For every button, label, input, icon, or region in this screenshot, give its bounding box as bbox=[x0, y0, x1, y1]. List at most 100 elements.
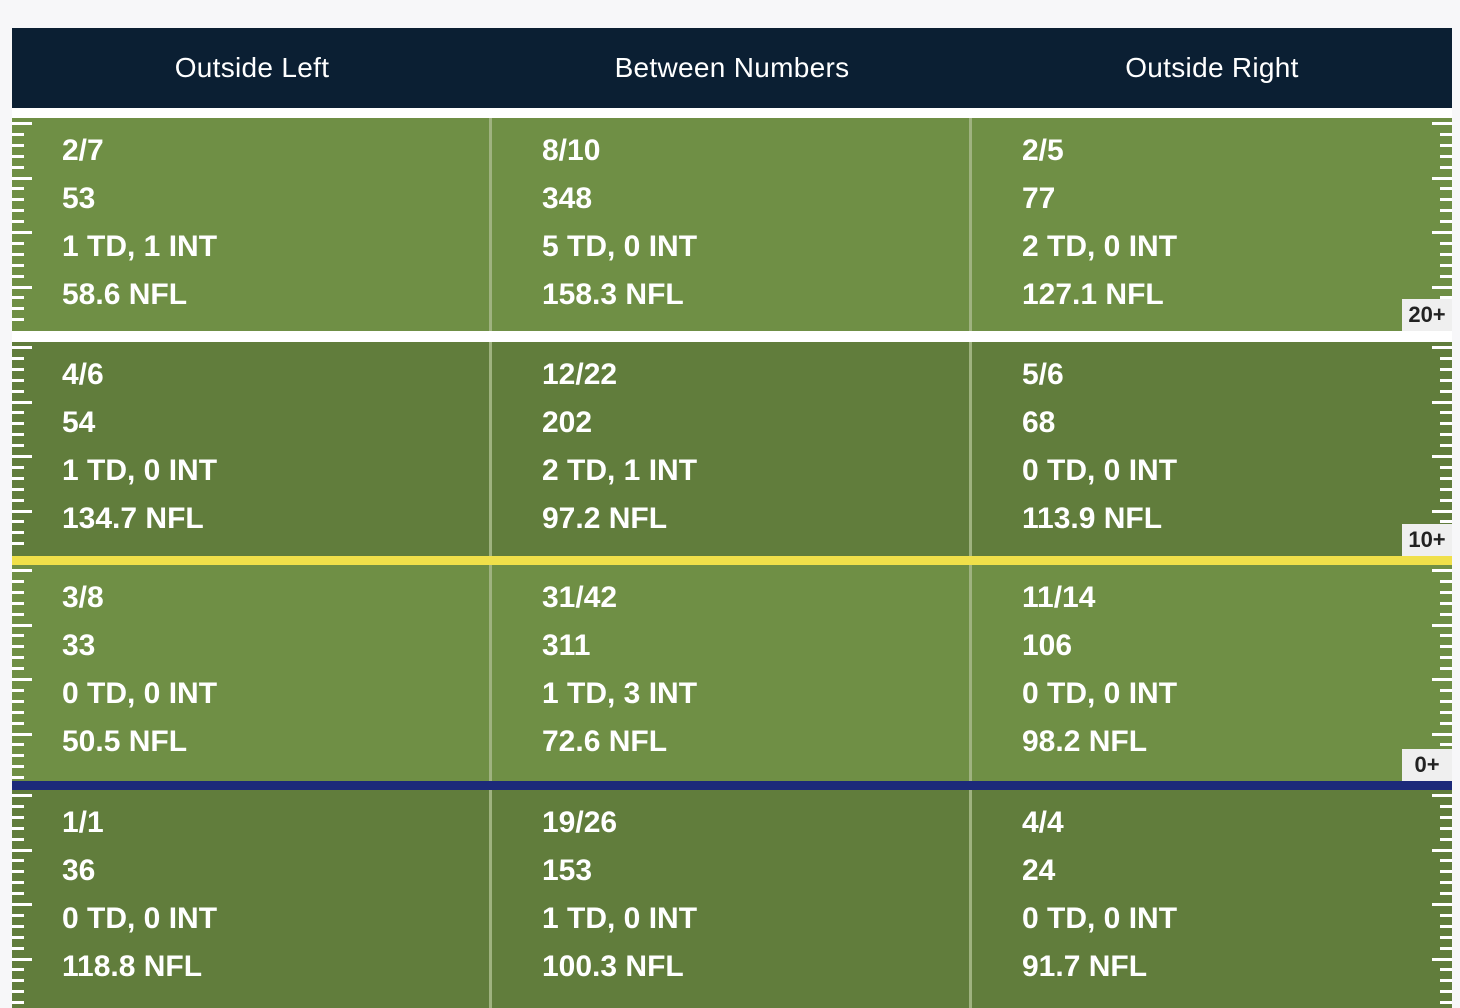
hash-mark bbox=[12, 732, 32, 736]
goal-line-top bbox=[12, 108, 1452, 118]
cell-completions: 5/6 bbox=[1022, 358, 1064, 391]
zone-cell: 4/6 54 1 TD, 0 INT 134.7 NFL bbox=[62, 351, 482, 543]
cell-completions: 3/8 bbox=[62, 581, 104, 614]
hash-mark bbox=[12, 274, 24, 278]
hash-mark bbox=[1440, 296, 1452, 300]
hash-mark bbox=[12, 815, 24, 819]
hash-mark bbox=[1440, 263, 1452, 267]
zone-cell: 31/42 311 1 TD, 3 INT 72.6 NFL bbox=[542, 574, 962, 766]
cell-completions: 2/7 bbox=[62, 134, 104, 167]
cell-rating: 100.3 NFL bbox=[542, 950, 684, 983]
hash-mark bbox=[1440, 743, 1452, 747]
cell-td-int: 2 TD, 1 INT bbox=[542, 454, 698, 487]
hash-mark bbox=[12, 542, 24, 546]
hash-mark bbox=[1440, 688, 1452, 692]
hash-mark bbox=[12, 176, 32, 180]
yard-marker-badge: 0+ bbox=[1402, 749, 1452, 781]
hash-mark bbox=[1440, 198, 1452, 202]
cell-yards: 106 bbox=[1022, 629, 1073, 662]
hash-mark bbox=[12, 154, 24, 158]
hash-mark bbox=[12, 881, 24, 885]
hash-mark bbox=[1440, 154, 1452, 158]
cell-yards: 54 bbox=[62, 406, 96, 439]
hash-mark bbox=[12, 220, 24, 224]
hash-mark bbox=[1440, 859, 1452, 863]
hash-mark bbox=[12, 520, 24, 524]
divider-20-yard bbox=[12, 331, 1452, 342]
hash-mark bbox=[1432, 848, 1452, 852]
hash-mark bbox=[12, 356, 24, 360]
column-header-outside-left: Outside Left bbox=[174, 52, 330, 83]
cell-rating: 158.3 NFL bbox=[542, 278, 684, 311]
hash-mark bbox=[1440, 143, 1452, 147]
zone-cell: 2/7 53 1 TD, 1 INT 58.6 NFL bbox=[62, 127, 482, 319]
hash-mark bbox=[12, 569, 32, 572]
hash-mark bbox=[1440, 165, 1452, 169]
cell-rating: 58.6 NFL bbox=[62, 278, 188, 311]
cell-td-int: 1 TD, 1 INT bbox=[62, 230, 218, 263]
zone-cell: 1/1 36 0 TD, 0 INT 118.8 NFL bbox=[62, 799, 482, 991]
column-divider bbox=[489, 118, 492, 331]
hash-mark bbox=[1440, 612, 1452, 616]
hash-mark bbox=[1440, 634, 1452, 638]
cell-rating: 113.9 NFL bbox=[1022, 502, 1163, 535]
zone-cell: 11/14 106 0 TD, 0 INT 98.2 NFL bbox=[1022, 574, 1442, 766]
cell-td-int: 1 TD, 0 INT bbox=[62, 454, 218, 487]
hash-mark bbox=[12, 165, 24, 169]
zone-cell: 2/5 77 2 TD, 0 INT 127.1 NFL bbox=[1022, 127, 1442, 319]
hash-mark bbox=[12, 307, 24, 311]
cell-td-int: 1 TD, 3 INT bbox=[542, 677, 698, 710]
hash-mark bbox=[12, 400, 32, 404]
hash-mark bbox=[1440, 378, 1452, 382]
hash-mark bbox=[1440, 590, 1452, 594]
cell-td-int: 0 TD, 0 INT bbox=[1022, 454, 1178, 487]
hash-mark bbox=[12, 924, 24, 928]
hash-mark bbox=[12, 422, 24, 426]
hash-mark bbox=[12, 837, 24, 841]
hash-mark bbox=[1440, 979, 1452, 983]
hash-mark bbox=[1440, 826, 1452, 830]
hash-mark bbox=[12, 498, 24, 502]
hash-mark bbox=[12, 979, 24, 983]
hash-mark bbox=[1432, 509, 1452, 513]
hash-mark bbox=[12, 367, 24, 371]
line-of-scrimmage bbox=[12, 781, 1452, 790]
hash-mark bbox=[1440, 924, 1452, 928]
cell-yards: 202 bbox=[542, 406, 593, 439]
hash-mark bbox=[12, 465, 24, 469]
cell-completions: 8/10 bbox=[542, 134, 601, 167]
hash-mark bbox=[1440, 411, 1452, 415]
hash-mark bbox=[1440, 520, 1452, 524]
hash-mark bbox=[12, 946, 24, 950]
hash-mark bbox=[1440, 498, 1452, 502]
zone-row: 4/6 54 1 TD, 0 INT 134.7 NFL 12/22 202 2 TD, 1… bbox=[12, 342, 1452, 556]
hash-mark bbox=[1440, 487, 1452, 491]
yard-marker-badge: 10+ bbox=[1402, 524, 1452, 556]
cell-yards: 33 bbox=[62, 629, 96, 662]
hash-mark bbox=[12, 776, 24, 780]
cell-yards: 311 bbox=[542, 629, 591, 662]
hash-mark bbox=[12, 754, 24, 758]
hash-mark bbox=[12, 241, 24, 245]
hash-mark bbox=[12, 859, 24, 863]
hash-mark bbox=[1440, 433, 1452, 437]
zone-row: 1/1 36 0 TD, 0 INT 118.8 NFL 19/26 153 1 TD, 0… bbox=[12, 790, 1452, 1008]
zone-row: 3/8 33 0 TD, 0 INT 50.5 NFL 31/42 311 1 TD, 3 … bbox=[12, 565, 1452, 781]
hash-mark bbox=[1440, 721, 1452, 725]
hash-mark bbox=[1440, 990, 1452, 994]
hash-mark bbox=[12, 870, 24, 874]
hash-mark bbox=[1440, 837, 1452, 841]
hash-mark bbox=[12, 318, 24, 322]
hash-mark bbox=[12, 389, 24, 393]
column-header-bar: Outside Left Between Numbers Outside Rig… bbox=[12, 28, 1452, 108]
hash-mark bbox=[12, 444, 24, 448]
hash-mark bbox=[12, 913, 24, 917]
hash-mark bbox=[1432, 569, 1452, 572]
hash-mark bbox=[1440, 881, 1452, 885]
hash-mark bbox=[1432, 122, 1452, 125]
field-grid: 2/7 53 1 TD, 1 INT 58.6 NFL 8/10 348 5 TD, 0 I… bbox=[12, 108, 1452, 1008]
hash-mark bbox=[12, 296, 24, 300]
cell-td-int: 5 TD, 0 INT bbox=[542, 230, 698, 263]
column-header-outside-right: Outside Right bbox=[1125, 52, 1299, 83]
hash-mark bbox=[1440, 710, 1452, 714]
